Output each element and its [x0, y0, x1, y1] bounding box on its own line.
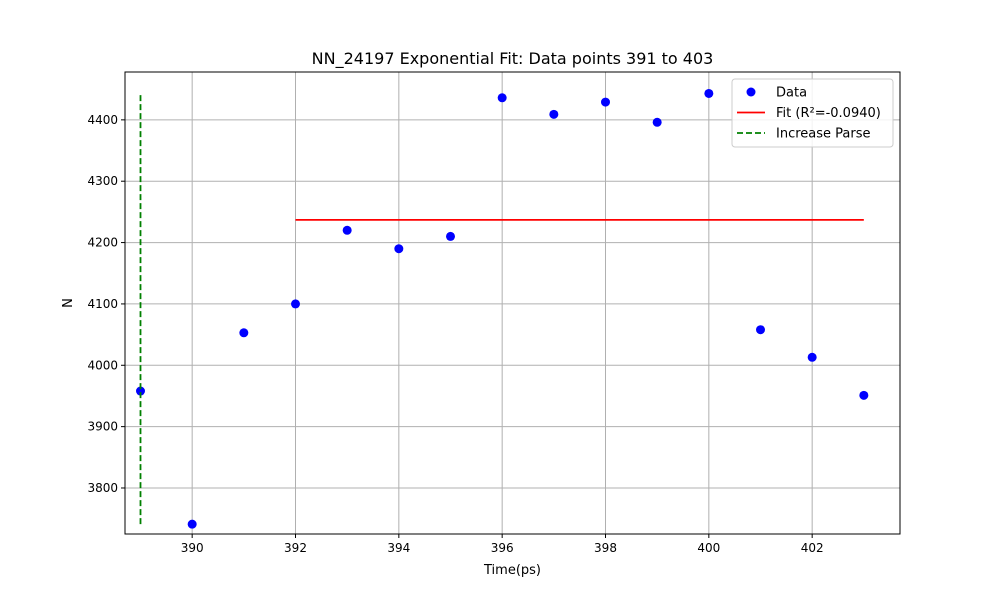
y-axis-label: N: [61, 298, 76, 308]
y-tick-label: 3800: [87, 481, 118, 495]
data-point: [342, 225, 352, 235]
legend: Data Fit (R²=-0.0940) Increase Parse: [731, 78, 894, 148]
data-point: [807, 352, 817, 362]
data-point: [601, 97, 610, 107]
data-point: [652, 117, 662, 127]
y-tick-label: 3900: [87, 420, 118, 434]
legend-marker-data: [746, 87, 756, 97]
y-tick-label: 4200: [87, 236, 118, 250]
legend-label: Increase Parse: [776, 127, 871, 142]
plot-frame: [124, 71, 901, 535]
y-tick-label: 4300: [87, 174, 118, 188]
data-point: [446, 231, 455, 241]
x-tick-label: 400: [697, 541, 720, 555]
grid: [125, 72, 900, 534]
data-point: [394, 244, 404, 254]
data-point: [497, 93, 507, 103]
y-tick-label: 4000: [87, 358, 118, 372]
data-point: [704, 88, 714, 98]
x-tick-label: 402: [801, 541, 824, 555]
data-point: [239, 328, 249, 338]
data-point: [136, 386, 145, 396]
ticks: 390 392 394 396 398 400 402 3800 3900 4000 4100 420…: [87, 113, 823, 555]
chart-title: NN_24197 Exponential Fit: Data points 39…: [312, 49, 714, 69]
series-layer: [136, 88, 869, 529]
legend-box: [731, 78, 894, 148]
data-point: [756, 325, 765, 335]
data-point: [291, 299, 300, 309]
data-point: [187, 519, 197, 529]
x-tick-label: 394: [387, 541, 410, 555]
data-point: [549, 109, 559, 119]
x-axis-label: Time(ps): [483, 563, 541, 578]
x-tick-label: 398: [594, 541, 617, 555]
x-tick-label: 390: [181, 541, 204, 555]
x-tick-label: 392: [284, 541, 307, 555]
y-tick-label: 4100: [87, 297, 118, 311]
x-tick-label: 396: [491, 541, 514, 555]
data-point: [859, 390, 869, 400]
legend-label: Fit (R²=-0.0940): [776, 106, 881, 121]
y-tick-label: 4400: [87, 113, 118, 127]
legend-label: Data: [776, 86, 807, 101]
